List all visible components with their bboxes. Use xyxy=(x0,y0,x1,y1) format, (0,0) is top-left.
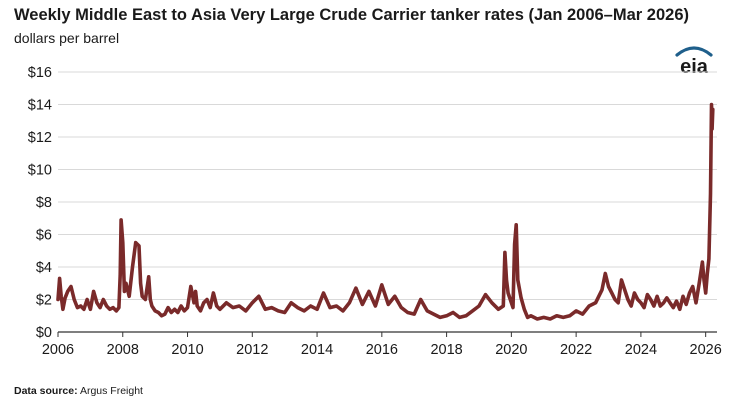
y-tick-label: $0 xyxy=(36,325,52,341)
y-tick-label: $10 xyxy=(28,163,52,179)
grid-lines xyxy=(58,71,717,300)
x-tick-label: 2014 xyxy=(301,342,333,358)
series xyxy=(56,102,715,321)
x-tick-label: 2018 xyxy=(430,342,462,358)
eia-logo: eia xyxy=(675,46,713,76)
x-tick-label: 2010 xyxy=(171,342,203,358)
chart-title: Weekly Middle East to Asia Very Large Cr… xyxy=(14,6,689,24)
x-tick-label: 2026 xyxy=(690,342,722,358)
x-tick-label: 2006 xyxy=(42,342,74,358)
x-axis-tick-labels: 2006 2008 2010 2012 2014 2016 2018 2020 2022 2024… xyxy=(42,332,722,358)
y-tick-label: $4 xyxy=(36,260,52,276)
x-tick-label: 2022 xyxy=(560,342,592,358)
x-tick-label: 2024 xyxy=(625,342,657,358)
x-tick-label: 2020 xyxy=(495,342,527,358)
chart-subtitle: dollars per barrel xyxy=(14,30,120,46)
y-tick-label: $2 xyxy=(36,293,52,309)
y-tick-label: $8 xyxy=(36,195,52,211)
y-tick-label: $12 xyxy=(28,130,52,146)
data-source-value: Argus Freight xyxy=(79,385,143,397)
y-tick-label: $14 xyxy=(28,98,52,114)
y-tick-label: $6 xyxy=(36,228,52,244)
series-line xyxy=(56,102,715,321)
logo-text: eia xyxy=(680,56,709,76)
x-tick-label: 2016 xyxy=(366,342,398,358)
data-source: Data source: Argus Freight xyxy=(14,385,143,397)
y-axis-tick-labels: $0 $2 $4 $6 $8 $10 $12 $14 $16 xyxy=(28,65,52,341)
x-tick-label: 2008 xyxy=(107,342,139,358)
data-source-label: Data source: xyxy=(14,385,78,397)
y-tick-label: $16 xyxy=(28,65,52,81)
x-tick-label: 2012 xyxy=(236,342,268,358)
